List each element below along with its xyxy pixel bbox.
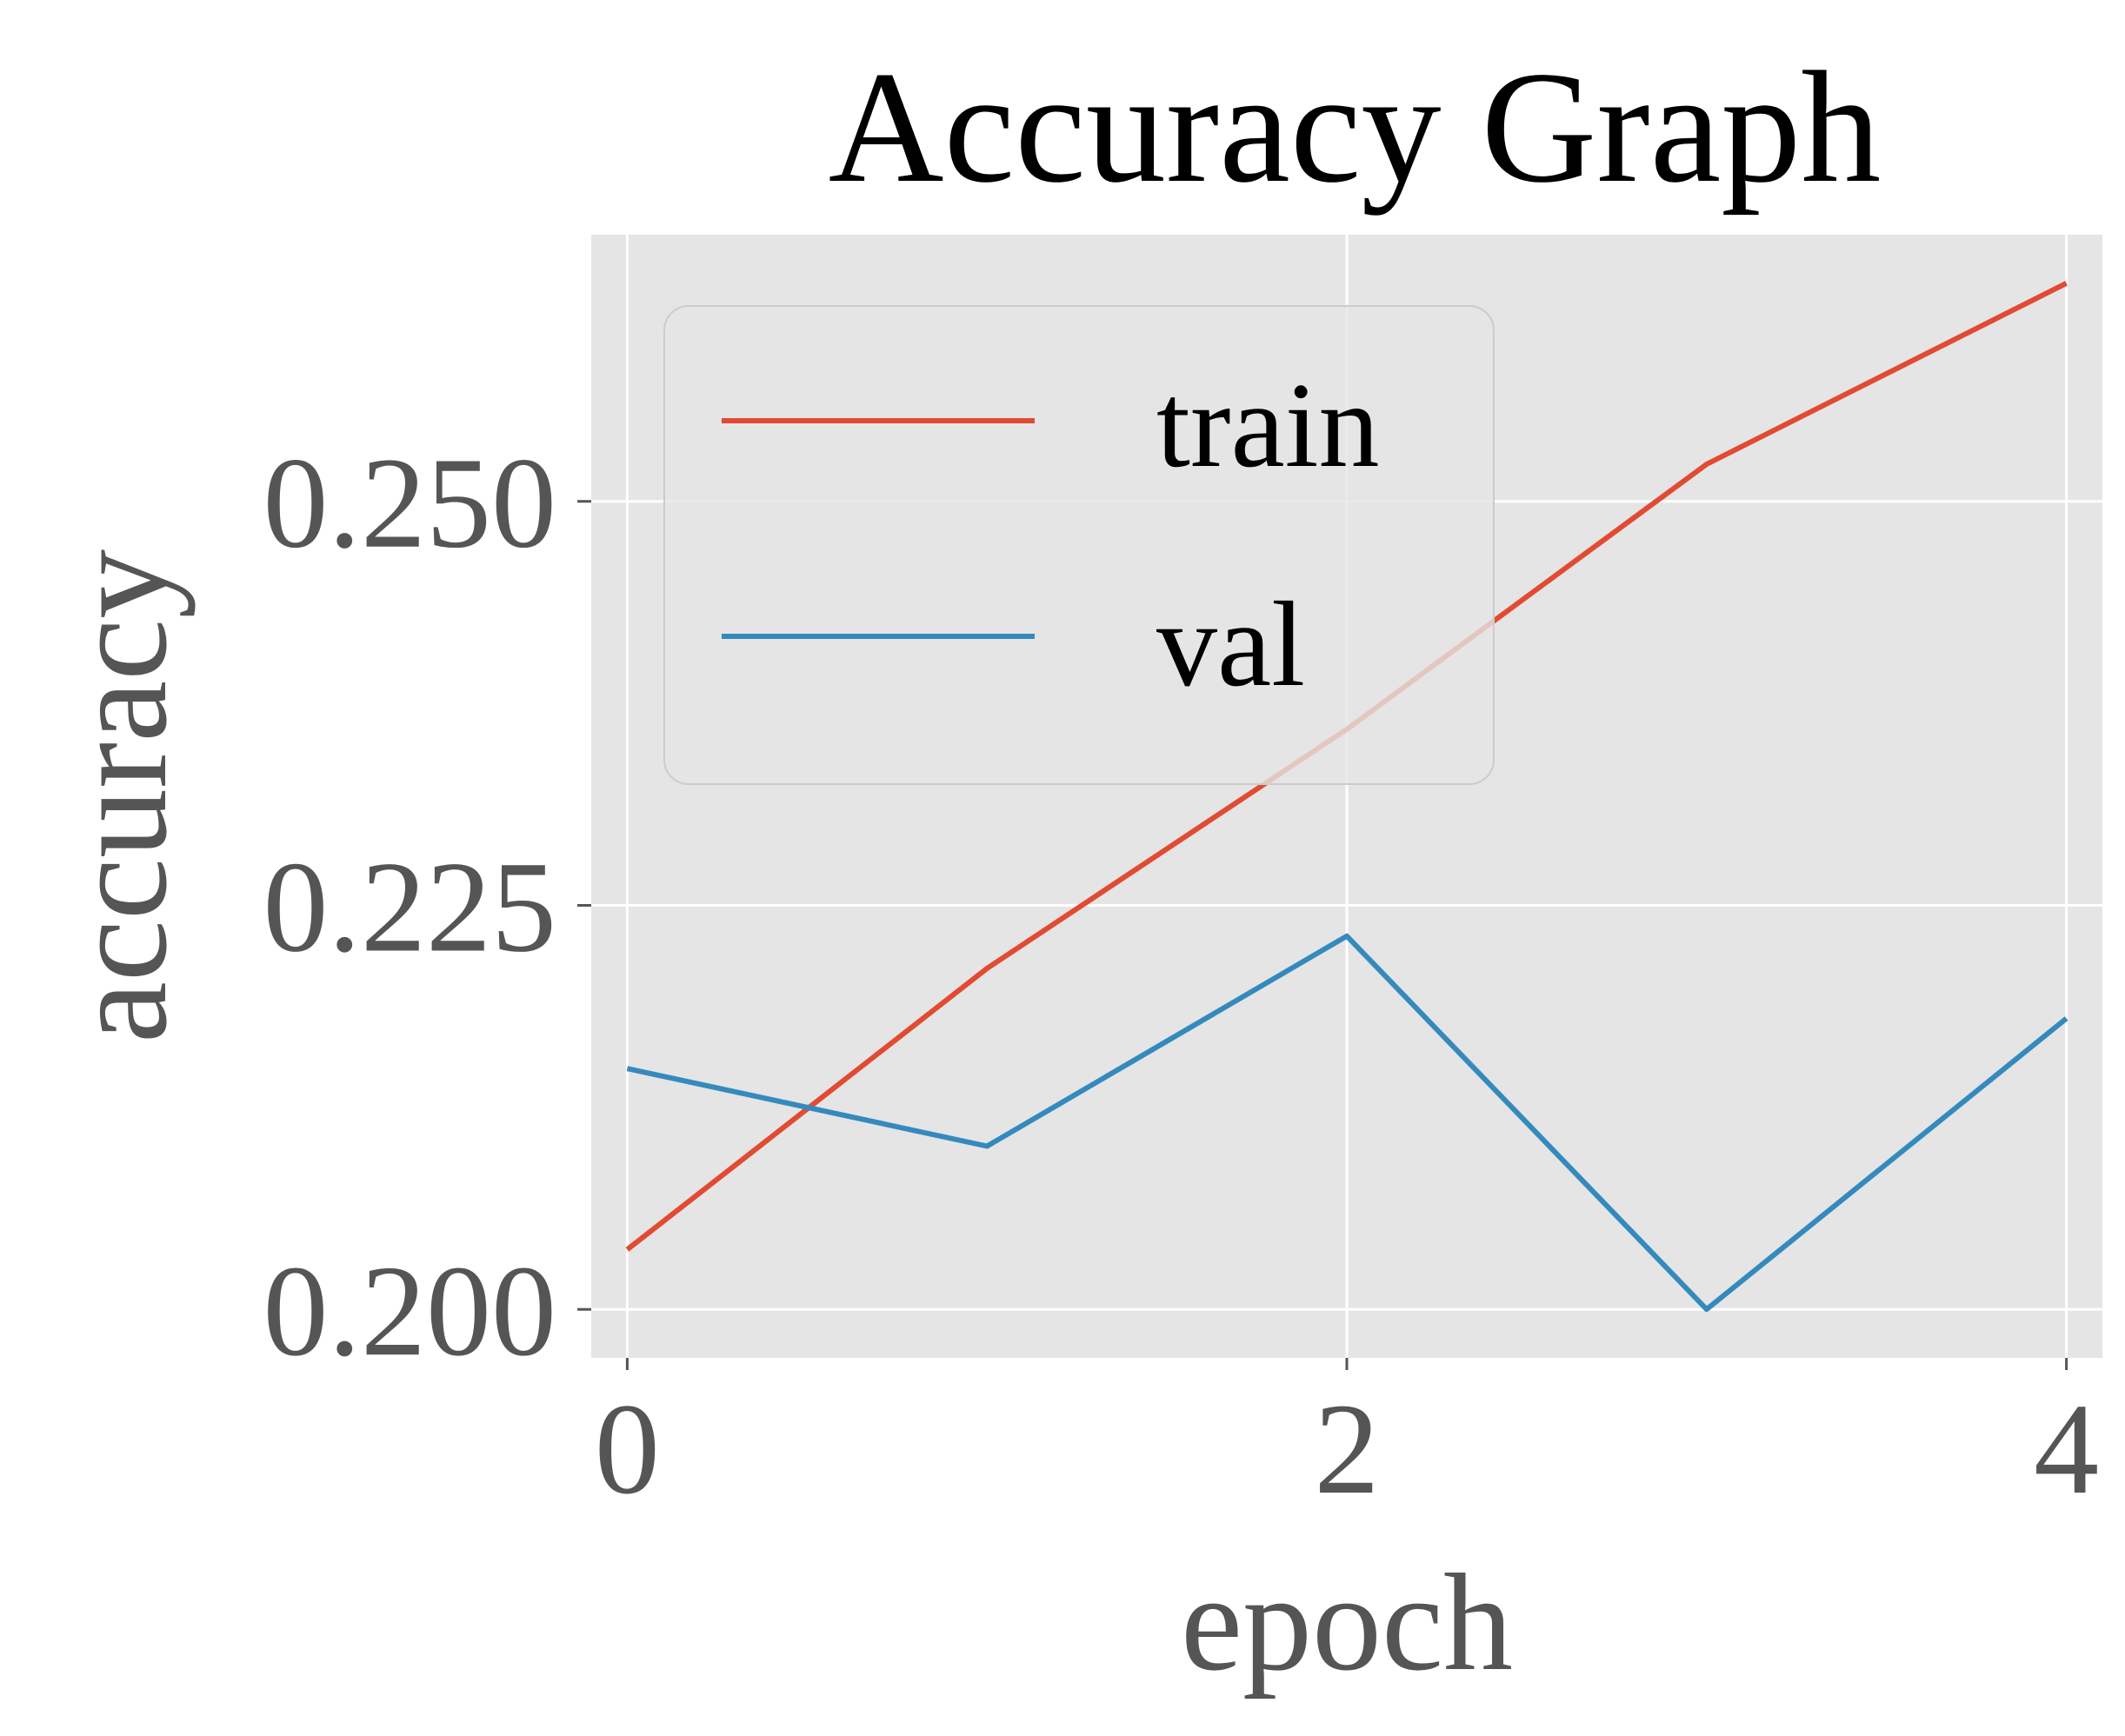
legend-label-val: val: [1156, 577, 1305, 712]
x-tick-label: 2: [1315, 1377, 1380, 1521]
legend-label-train: train: [1156, 358, 1380, 493]
y-tick-label: 0.225: [263, 835, 557, 979]
x-axis-label: epoch: [1181, 1545, 1513, 1699]
chart-title: Accuracy Graph: [829, 38, 1882, 216]
legend-box: [663, 305, 1495, 785]
y-tick-label: 0.250: [263, 431, 557, 575]
y-axis-label: accuracy: [41, 549, 196, 1043]
series-line-val: [626, 933, 2068, 1313]
x-tick-label: 0: [595, 1377, 660, 1521]
x-tick-label: 4: [2034, 1377, 2099, 1521]
legend: train val: [663, 305, 1495, 785]
y-tick-label: 0.200: [263, 1239, 557, 1383]
axis-ticks: 0 2 4 0.200 0.225 0.250: [263, 431, 2100, 1521]
